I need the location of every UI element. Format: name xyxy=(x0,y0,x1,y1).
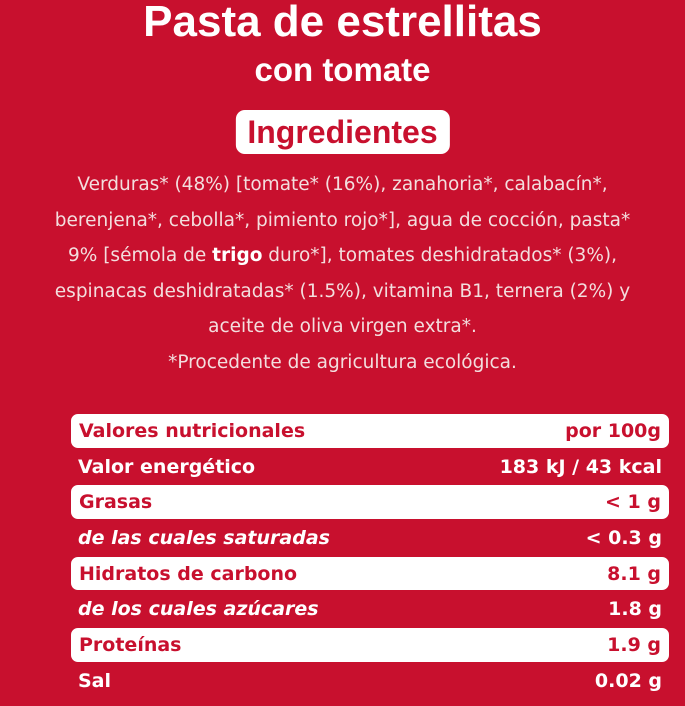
nutrition-value-energy: 183 kJ / 43 kcal xyxy=(499,455,662,478)
nutrition-label-sugars: de los cuales azúcares xyxy=(78,598,319,621)
nutrition-label-fat: Grasas xyxy=(79,491,153,514)
ingredients-allergen-highlight: trigo xyxy=(212,245,263,266)
nutrition-header-unit: por 100g xyxy=(565,419,661,442)
nutrition-label-carbs: Hidratos de carbono xyxy=(79,562,298,585)
nutrition-row-saturated: de las cuales saturadas < 0.3 g xyxy=(70,520,670,556)
nutrition-row-fat: Grasas < 1 g xyxy=(70,484,670,521)
ingredients-text-part1: Verduras* (48%) [tomate* (16%), zanahori… xyxy=(54,174,631,266)
nutrition-row-sugars: de los cuales azúcares 1.8 g xyxy=(70,591,670,627)
nutrition-value-sugars: 1.8 g xyxy=(608,598,662,621)
ingredients-text-part2: duro*], tomates deshidratados* (3%), esp… xyxy=(54,245,631,337)
nutrition-label-energy: Valor energético xyxy=(78,455,256,478)
product-title: Pasta de estrellitas xyxy=(143,0,542,46)
nutrition-label-salt: Sal xyxy=(78,669,112,692)
nutrition-header-row: Valores nutricionales por 100g xyxy=(70,413,670,449)
nutrition-row-carbs: Hidratos de carbono 8.1 g xyxy=(70,555,670,592)
nutrition-row-energy: Valor energético 183 kJ / 43 kcal xyxy=(70,449,670,485)
nutrition-row-protein: Proteínas 1.9 g xyxy=(70,627,670,663)
nutrition-header-label: Valores nutricionales xyxy=(79,419,306,442)
ingredients-list: Verduras* (48%) [tomate* (16%), zanahori… xyxy=(43,167,643,380)
nutrition-value-carbs: 8.1 g xyxy=(607,562,661,585)
nutrition-value-saturated: < 0.3 g xyxy=(585,526,662,549)
nutrition-label-saturated: de las cuales saturadas xyxy=(78,526,330,549)
ingredients-heading: Ingredientes xyxy=(235,110,450,154)
nutrition-value-fat: < 1 g xyxy=(605,491,661,514)
nutrition-value-salt: 0.02 g xyxy=(594,669,662,692)
nutrition-table: Valores nutricionales por 100g Valor ene… xyxy=(70,413,670,699)
nutrition-label-protein: Proteínas xyxy=(79,633,182,656)
nutrition-row-salt: Sal 0.02 g xyxy=(70,663,670,699)
product-subtitle: con tomate xyxy=(254,51,431,88)
ingredients-footnote: *Procedente de agricultura ecológica. xyxy=(168,351,517,373)
nutrition-value-protein: 1.9 g xyxy=(607,633,661,656)
